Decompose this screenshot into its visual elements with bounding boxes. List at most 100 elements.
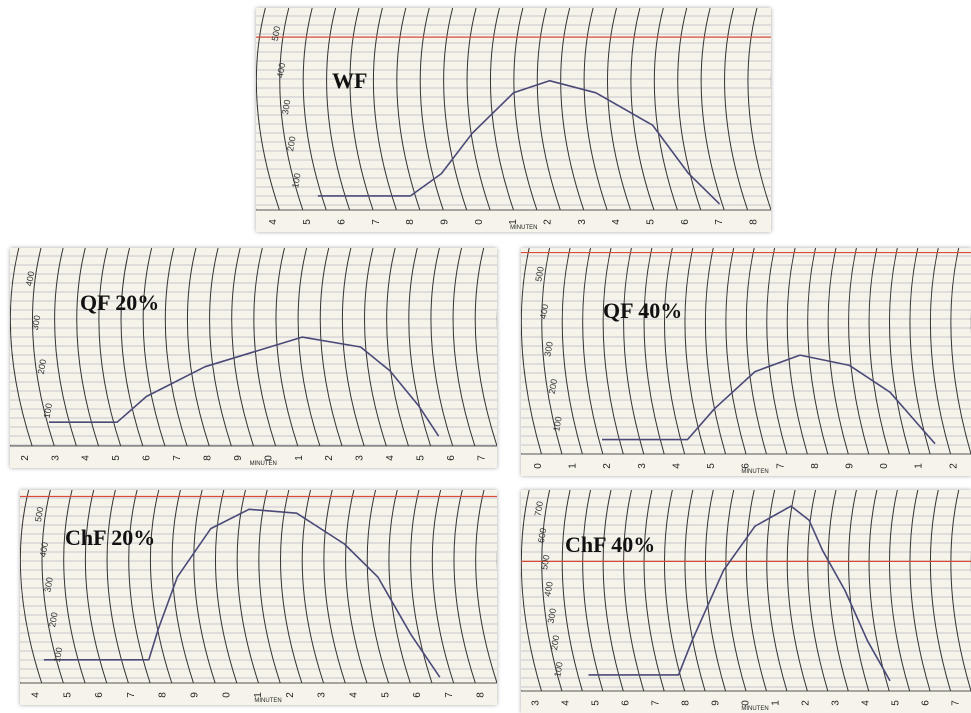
recorded-curve bbox=[588, 505, 891, 682]
x-tick-label: 0 bbox=[879, 463, 890, 469]
x-tick-label: 7 bbox=[775, 463, 786, 469]
x-tick-label: 6 bbox=[446, 455, 457, 461]
time-arc bbox=[431, 490, 455, 684]
time-arc bbox=[128, 490, 151, 684]
x-tick-label: 3 bbox=[355, 455, 366, 461]
chart-paper: 2 3 4 5 6 7 8 9 0 1 2 3 4 5 6 7 MINUTEN 400 300 200 100 QF 20… bbox=[10, 248, 497, 468]
time-arc bbox=[643, 248, 665, 455]
x-tick-label: 5 bbox=[706, 463, 717, 469]
time-arc bbox=[602, 248, 624, 455]
x-tick-label: 5 bbox=[302, 219, 313, 225]
time-arc bbox=[120, 248, 144, 447]
time-arc bbox=[149, 490, 173, 684]
time-arc bbox=[700, 8, 725, 211]
time-arc bbox=[786, 248, 808, 455]
time-arc bbox=[386, 248, 409, 447]
time-arc bbox=[745, 490, 767, 692]
scale-label: 500 bbox=[33, 506, 45, 523]
time-arc bbox=[474, 248, 497, 447]
time-arc bbox=[623, 248, 645, 455]
time-arc bbox=[623, 490, 645, 692]
time-arc bbox=[419, 8, 444, 211]
x-tick-label: 6 bbox=[921, 700, 932, 706]
scale-label: 400 bbox=[542, 581, 554, 598]
x-tick-label: 8 bbox=[476, 692, 487, 698]
x-tick-label: 7 bbox=[951, 700, 962, 706]
x-tick-label: 1 bbox=[771, 700, 782, 706]
x-tick-label: 9 bbox=[844, 463, 855, 469]
time-arc bbox=[684, 490, 706, 692]
x-tick-label: 6 bbox=[621, 700, 632, 706]
time-arc bbox=[950, 490, 971, 692]
time-arc bbox=[561, 490, 583, 692]
time-arc bbox=[193, 490, 216, 684]
time-arc bbox=[76, 248, 100, 447]
scale-label: 300 bbox=[542, 341, 554, 358]
x-tick-label: 0 bbox=[741, 700, 752, 706]
time-arc bbox=[747, 8, 771, 211]
time-arc bbox=[664, 248, 686, 455]
time-arc bbox=[256, 8, 280, 211]
time-arc bbox=[664, 490, 686, 692]
x-tick-label: 1 bbox=[508, 219, 519, 225]
x-tick-label: 7 bbox=[172, 455, 183, 461]
scale-label: 100 bbox=[42, 402, 54, 419]
time-arc bbox=[84, 490, 108, 684]
recorded-curve bbox=[43, 508, 441, 678]
x-tick-label: 3 bbox=[831, 700, 842, 706]
x-tick-label: 4 bbox=[611, 219, 622, 225]
scale-label: 100 bbox=[551, 416, 563, 433]
time-arc bbox=[31, 248, 55, 447]
time-arc bbox=[766, 248, 788, 455]
time-arc bbox=[236, 490, 259, 684]
x-tick-label: 7 bbox=[444, 692, 455, 698]
time-arc bbox=[848, 490, 870, 692]
time-arc bbox=[704, 248, 727, 455]
paper-grid: 4 5 6 7 8 9 0 1 2 3 4 5 6 7 8 MINUTEN 500 400 300 200 100 bbox=[20, 490, 497, 704]
time-arc bbox=[349, 8, 374, 211]
x-tick-label: 5 bbox=[416, 455, 427, 461]
x-tick-label: 0 bbox=[263, 455, 274, 461]
time-arc bbox=[724, 8, 749, 211]
time-arc bbox=[653, 8, 678, 211]
scale-label: 400 bbox=[538, 303, 550, 320]
time-arc bbox=[929, 490, 952, 692]
time-arc bbox=[725, 248, 747, 455]
time-arc bbox=[41, 490, 64, 684]
time-arc bbox=[607, 8, 632, 211]
time-arc bbox=[142, 248, 166, 447]
recorded-curve bbox=[602, 354, 936, 445]
time-arc bbox=[301, 490, 325, 684]
recorded-curve bbox=[317, 79, 721, 205]
time-arc bbox=[807, 248, 829, 455]
x-tick-label: 2 bbox=[602, 463, 613, 469]
x-tick-label: 0 bbox=[533, 463, 544, 469]
sample-label: ChF 40% bbox=[565, 532, 656, 557]
x-tick-label: 2 bbox=[542, 219, 553, 225]
time-arc bbox=[443, 8, 468, 211]
scale-label: 200 bbox=[547, 378, 559, 395]
time-arc bbox=[171, 490, 194, 684]
time-arc bbox=[541, 248, 563, 455]
sample-label: QF 20% bbox=[80, 290, 160, 315]
x-tick-label: 1 bbox=[914, 463, 925, 469]
time-arc bbox=[766, 490, 788, 692]
time-arc bbox=[466, 8, 491, 211]
x-tick-label: 7 bbox=[126, 692, 137, 698]
paper-grid: 4 5 6 7 8 9 0 1 2 3 4 5 6 7 8 MINUTEN 500 400 300 200 100 bbox=[256, 8, 771, 231]
chart-paper: 3 4 5 6 7 8 9 0 1 2 3 4 5 6 7 MINUTEN 700 600 500 400 300 200… bbox=[521, 490, 971, 713]
scale-label: 200 bbox=[285, 136, 297, 153]
time-arc bbox=[725, 490, 747, 692]
time-arc bbox=[950, 248, 971, 455]
time-arc bbox=[209, 248, 232, 447]
recorded-curve bbox=[49, 336, 440, 437]
x-tick-label: 7 bbox=[714, 219, 725, 225]
x-tick-label: 2 bbox=[285, 692, 296, 698]
time-arc bbox=[453, 490, 476, 684]
time-arc bbox=[20, 490, 43, 684]
axis-label: MINUTEN bbox=[254, 698, 281, 704]
time-arc bbox=[909, 248, 931, 455]
time-arc bbox=[561, 248, 583, 455]
x-tick-label: 2 bbox=[948, 463, 959, 469]
time-arc bbox=[745, 248, 767, 455]
